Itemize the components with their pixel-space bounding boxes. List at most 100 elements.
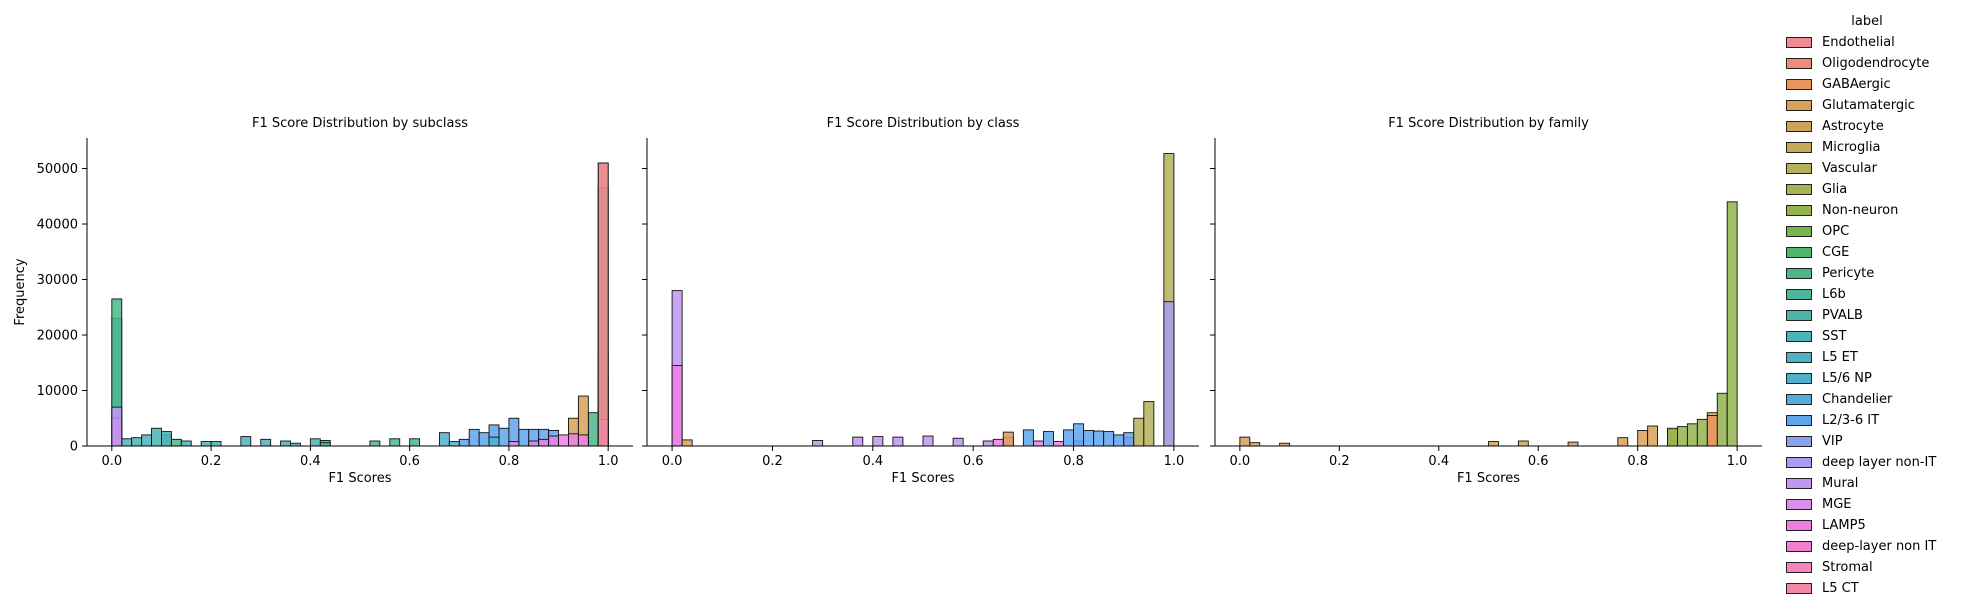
histogram-bar	[587, 412, 599, 447]
legend-label: Oligodendrocyte	[1822, 56, 1930, 71]
legend-swatch	[1786, 142, 1812, 153]
histogram-bar	[922, 435, 934, 447]
histogram-bar	[1083, 430, 1095, 447]
legend-swatch	[1786, 268, 1812, 279]
histogram-bar	[1022, 429, 1034, 447]
legend-swatch	[1786, 184, 1812, 195]
x-tick-label: 1.0	[1164, 454, 1185, 469]
legend-item: Glia	[1786, 179, 1961, 200]
legend-item: Microglia	[1786, 137, 1961, 158]
histogram-bar	[1567, 441, 1579, 447]
legend-item: LAMP5	[1786, 515, 1961, 536]
legend-swatch	[1786, 310, 1812, 321]
legend-label: Glia	[1822, 182, 1848, 197]
histogram-bar	[478, 432, 490, 447]
x-tick-label: 0.0	[1230, 454, 1251, 469]
legend-swatch	[1786, 100, 1812, 111]
legend-item: L5 CT	[1786, 578, 1961, 599]
y-axis-label: Frequency	[13, 258, 28, 325]
legend-item: Chandelier	[1786, 389, 1961, 410]
legend-swatch	[1786, 226, 1812, 237]
legend-label: L6b	[1822, 287, 1846, 302]
legend-swatch	[1786, 478, 1812, 489]
legend-item: Oligodendrocyte	[1786, 53, 1961, 74]
histogram-bar	[892, 436, 904, 447]
legend-label: Vascular	[1822, 161, 1877, 176]
legend-item: PVALB	[1786, 305, 1961, 326]
histogram-bar	[508, 441, 520, 447]
legend-item: L5/6 NP	[1786, 368, 1961, 389]
legend-label: L5 CT	[1822, 581, 1859, 596]
y-tick-label: 50000	[37, 162, 78, 177]
x-tick-label: 1.0	[1727, 454, 1748, 469]
legend-label: OPC	[1822, 224, 1850, 239]
histogram-bar	[260, 438, 272, 447]
legend-swatch	[1786, 499, 1812, 510]
x-tick-label: 0.2	[1329, 454, 1350, 469]
legend-items: Endothelial Oligodendrocyte GABAergic Gluta…	[1786, 32, 1961, 599]
x-tick-label: 0.6	[399, 454, 420, 469]
family-panel: 0.0 0.2 0.4 0.6 0.8 1.0 F1 Score Distribution …	[1210, 116, 1762, 486]
legend-label: Pericyte	[1822, 266, 1875, 281]
legend-swatch	[1786, 520, 1812, 531]
legend-item: deep-layer non IT	[1786, 536, 1961, 557]
histogram-bar	[1032, 440, 1044, 447]
y-tick-label: 30000	[37, 273, 78, 288]
x-tick-label: 0.6	[963, 454, 984, 469]
x-axis-label: F1 Scores	[1457, 471, 1520, 486]
legend-swatch	[1786, 121, 1812, 132]
histogram-bar	[438, 432, 450, 447]
legend-item: OPC	[1786, 221, 1961, 242]
histogram-bar	[240, 436, 252, 447]
legend-label: SST	[1822, 329, 1847, 344]
legend-label: L2/3-6 IT	[1822, 413, 1880, 428]
histogram-bar	[1113, 434, 1125, 447]
legend-swatch	[1786, 352, 1812, 363]
histogram-bar	[170, 438, 182, 447]
legend-item: Non-neuron	[1786, 200, 1961, 221]
x-tick-label: 0.2	[201, 454, 222, 469]
histogram-bar	[1637, 430, 1649, 447]
legend-label: VIP	[1822, 434, 1843, 449]
histogram-bar	[1053, 441, 1064, 447]
legend-title: label	[1851, 14, 1883, 29]
histogram-bar	[498, 427, 510, 447]
legend-item: Endothelial	[1786, 32, 1961, 53]
legend-item: L5 ET	[1786, 347, 1961, 368]
histogram-bar	[538, 438, 550, 447]
histogram-bar	[1163, 301, 1175, 447]
histogram-bar	[1677, 426, 1688, 447]
histogram-bar	[151, 427, 162, 447]
histogram-bar	[568, 433, 579, 447]
legend-swatch	[1786, 562, 1812, 573]
histogram-bar	[1667, 427, 1678, 447]
panel-title: F1 Score Distribution by class	[827, 116, 1020, 131]
histogram-bar	[1239, 436, 1251, 447]
histogram-bar	[1002, 431, 1014, 447]
legend-item: L6b	[1786, 284, 1961, 305]
legend-swatch	[1786, 373, 1812, 384]
legend-label: Microglia	[1822, 140, 1881, 155]
histogram-bar	[1686, 423, 1698, 447]
x-tick-label: 0.2	[762, 454, 783, 469]
histogram-bar	[131, 437, 143, 447]
histogram-bar	[1093, 430, 1105, 447]
histogram-bar	[812, 440, 824, 447]
histogram-bar	[1706, 415, 1718, 447]
legend-item: Stromal	[1786, 557, 1961, 578]
histogram-bar	[1073, 423, 1085, 447]
histogram-bar	[952, 437, 964, 447]
histogram-bar	[577, 434, 589, 447]
x-tick-label: 0.4	[300, 454, 321, 469]
histogram-bar	[852, 436, 864, 447]
legend-label: Non-neuron	[1822, 203, 1899, 218]
legend-item: VIP	[1786, 431, 1961, 452]
legend-swatch	[1786, 58, 1812, 69]
histogram-bar	[528, 440, 540, 447]
histogram-bar	[982, 440, 994, 447]
histogram-bar	[1123, 432, 1135, 447]
x-tick-label: 1.0	[598, 454, 619, 469]
histogram-bar	[1042, 431, 1054, 447]
legend-item: Pericyte	[1786, 263, 1961, 284]
